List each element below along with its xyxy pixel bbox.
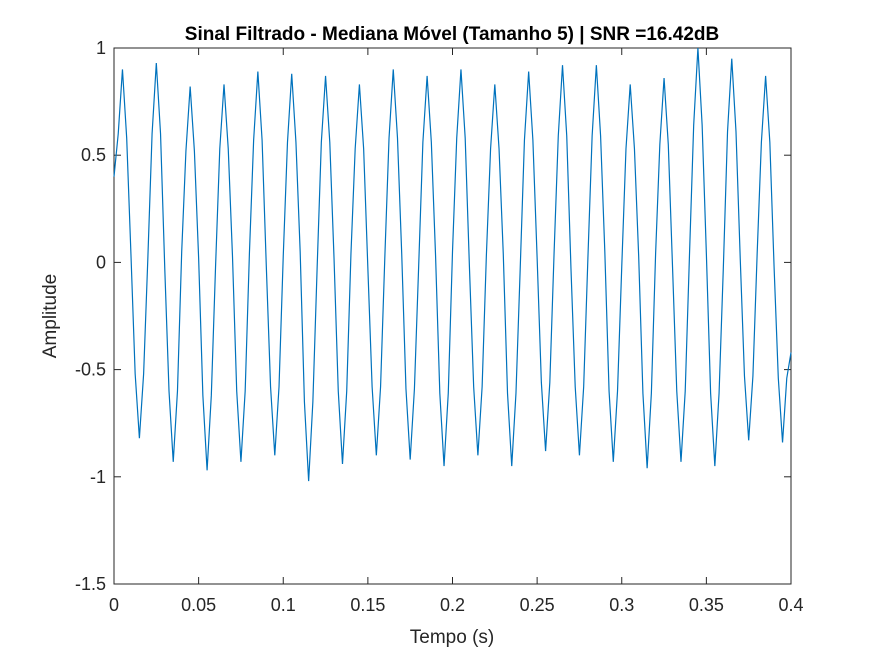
x-tick-label: 0.4 [778, 595, 803, 615]
x-axis-label: Tempo (s) [410, 627, 494, 648]
chart-title: Sinal Filtrado - Mediana Móvel (Tamanho … [185, 24, 719, 45]
x-tick-label: 0.35 [689, 595, 724, 615]
y-axis-label: Amplitude [40, 274, 61, 359]
x-tick-label: 0.25 [520, 595, 555, 615]
x-tick-label: 0.15 [350, 595, 385, 615]
data-line [113, 47, 792, 482]
x-tick-label: 0.1 [271, 595, 296, 615]
y-tick-label: -1.5 [75, 574, 106, 594]
plot-area [113, 47, 792, 585]
y-tick-label: -1 [90, 467, 106, 487]
x-tick-label: 0.3 [609, 595, 634, 615]
y-tick-label: -0.5 [75, 360, 106, 380]
x-tick-label: 0 [109, 595, 119, 615]
x-tick-label: 0.05 [181, 595, 216, 615]
y-tick-label: 1 [96, 38, 106, 58]
y-tick-label: 0.5 [81, 145, 106, 165]
y-tick-label: 0 [96, 252, 106, 272]
x-tick-label: 0.2 [440, 595, 465, 615]
